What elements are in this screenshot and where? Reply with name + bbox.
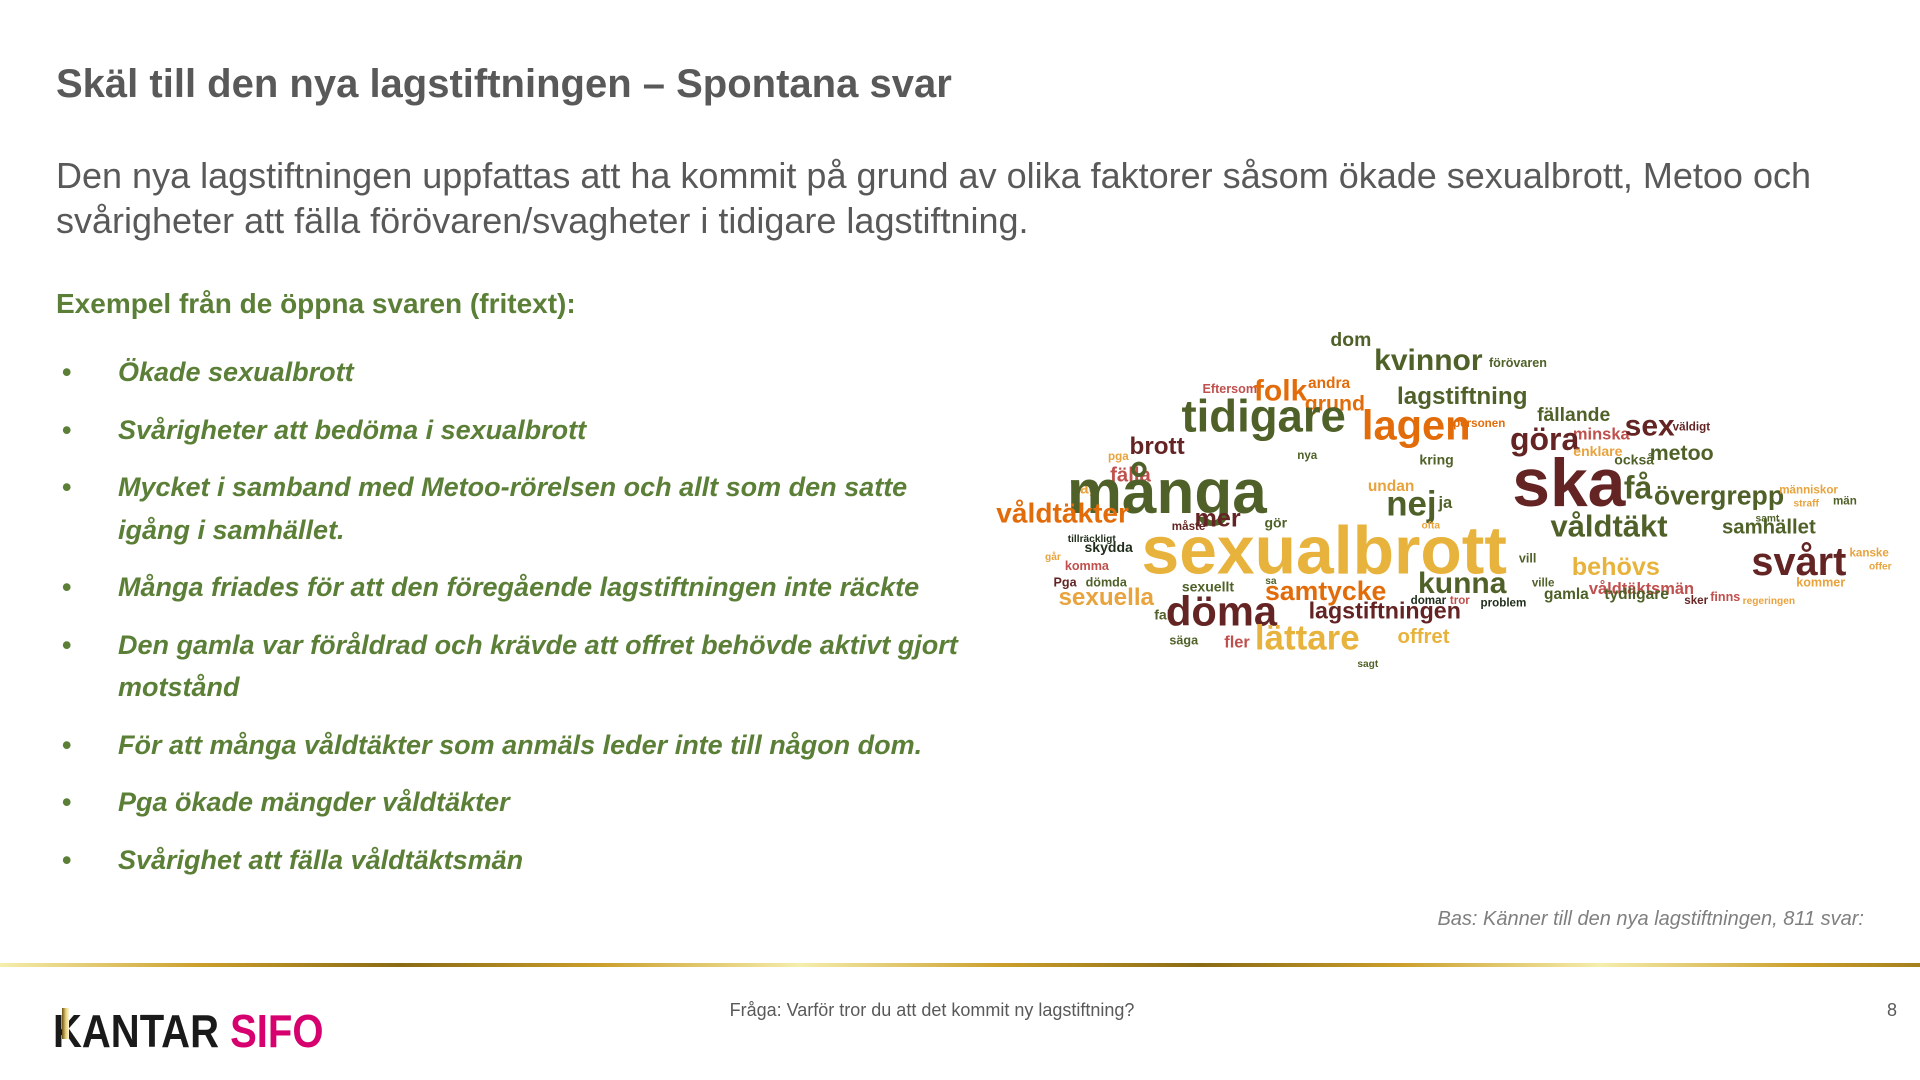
svg-text:personen: personen bbox=[1453, 417, 1505, 430]
svg-text:regeringen: regeringen bbox=[1743, 596, 1796, 607]
svg-text:metoo: metoo bbox=[1650, 441, 1714, 465]
svg-text:kring: kring bbox=[1419, 452, 1453, 468]
svg-text:våldtäkter: våldtäkter bbox=[996, 498, 1129, 529]
svg-text:väldigt: väldigt bbox=[1673, 421, 1711, 434]
svg-text:samhället: samhället bbox=[1722, 516, 1816, 538]
svg-text:kvinnor: kvinnor bbox=[1374, 344, 1483, 377]
svg-text:problem: problem bbox=[1481, 596, 1527, 609]
svg-text:dom: dom bbox=[1330, 329, 1371, 351]
svg-text:förövaren: förövaren bbox=[1489, 356, 1547, 370]
svg-text:går: går bbox=[1045, 551, 1061, 563]
svg-text:brott: brott bbox=[1130, 433, 1185, 460]
svg-text:fler: fler bbox=[1224, 634, 1250, 652]
svg-text:tidigare: tidigare bbox=[1181, 391, 1345, 442]
svg-text:sex: sex bbox=[1625, 410, 1675, 443]
svg-text:människor: människor bbox=[1779, 484, 1838, 497]
svg-text:sexuella: sexuella bbox=[1058, 584, 1154, 611]
svg-text:vill: vill bbox=[1519, 551, 1536, 565]
svg-text:lättare: lättare bbox=[1255, 619, 1360, 658]
svg-text:kommer: kommer bbox=[1796, 576, 1845, 590]
svg-text:nya: nya bbox=[1297, 449, 1318, 462]
svg-text:få: få bbox=[1624, 470, 1653, 506]
svg-text:skydda: skydda bbox=[1084, 539, 1133, 555]
svg-text:behövs: behövs bbox=[1572, 553, 1660, 581]
svg-text:kanske: kanske bbox=[1849, 547, 1889, 560]
svg-text:andra: andra bbox=[1308, 375, 1351, 392]
svg-text:finns: finns bbox=[1710, 590, 1740, 604]
svg-text:offret: offret bbox=[1398, 626, 1450, 648]
svg-text:gamla: gamla bbox=[1544, 586, 1589, 603]
svg-text:våldtäkt: våldtäkt bbox=[1550, 508, 1667, 543]
svg-text:straff: straff bbox=[1793, 499, 1819, 510]
svg-text:sker: sker bbox=[1684, 594, 1708, 607]
svg-text:tydligare: tydligare bbox=[1604, 586, 1669, 603]
svg-text:komma: komma bbox=[1065, 559, 1110, 573]
svg-text:män: män bbox=[1833, 494, 1857, 507]
svg-text:ja: ja bbox=[1437, 494, 1453, 512]
svg-text:minska: minska bbox=[1573, 425, 1631, 443]
svg-text:offer: offer bbox=[1869, 562, 1892, 573]
svg-text:övergrepp: övergrepp bbox=[1654, 480, 1784, 510]
svg-text:sagt: sagt bbox=[1357, 659, 1379, 670]
svg-text:säga: säga bbox=[1169, 634, 1199, 648]
